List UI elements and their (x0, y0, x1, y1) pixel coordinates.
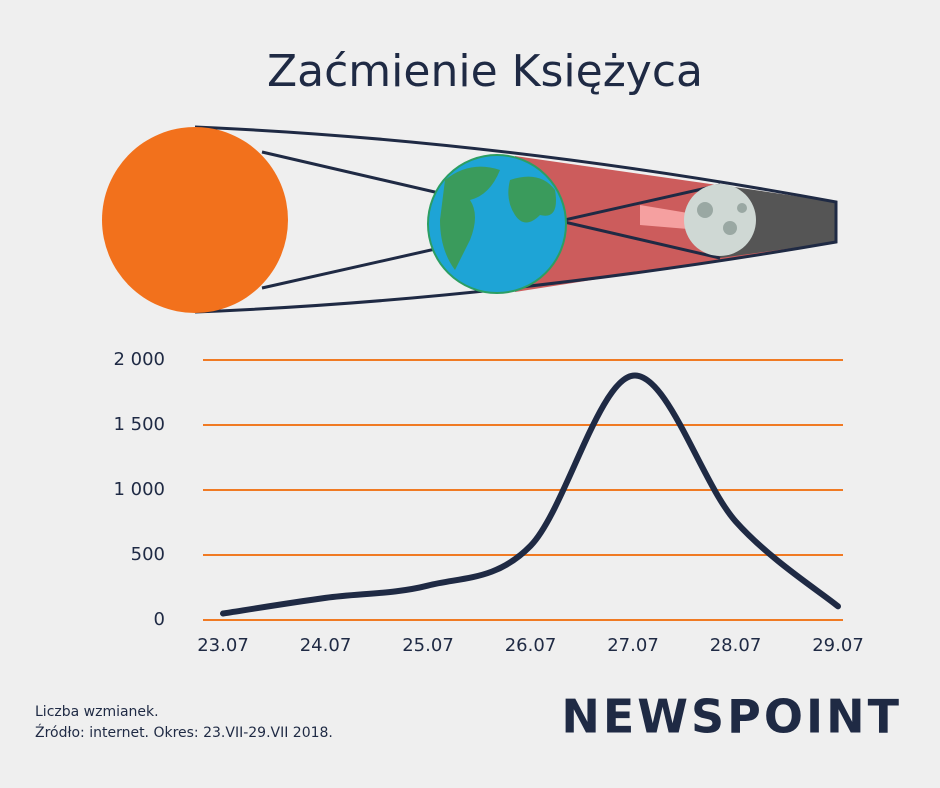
x-tick-label: 26.07 (505, 635, 557, 656)
x-tick-label: 25.07 (402, 635, 454, 656)
x-tick-label: 28.07 (710, 635, 762, 656)
footnote: Liczba wzmianek. (35, 704, 159, 720)
eclipse-illustration (102, 125, 838, 314)
y-tick-label: 0 (154, 609, 165, 630)
chart-title: Zaćmienie Księżyca (267, 46, 703, 97)
x-tick-label: 29.07 (812, 635, 864, 656)
x-tick-label: 24.07 (300, 635, 352, 656)
crater (737, 203, 747, 213)
continent (440, 166, 500, 270)
sun (102, 127, 288, 313)
y-tick-label: 500 (131, 544, 165, 565)
x-tick-label: 27.07 (607, 635, 659, 656)
logo: NEWSPOINT (561, 690, 902, 744)
outer-lines (194, 125, 838, 314)
continent (508, 176, 556, 223)
x-tick-label: 23.07 (197, 635, 249, 656)
line-series (220, 372, 841, 617)
y-tick-label: 1 000 (113, 479, 165, 500)
y-tick-label: 1 500 (113, 414, 165, 435)
footnote: Źródło: internet. Okres: 23.VII-29.VII 2… (35, 723, 333, 741)
moon (684, 184, 756, 256)
crater (697, 202, 713, 218)
y-tick-label: 2 000 (113, 349, 165, 370)
crater (723, 221, 737, 235)
